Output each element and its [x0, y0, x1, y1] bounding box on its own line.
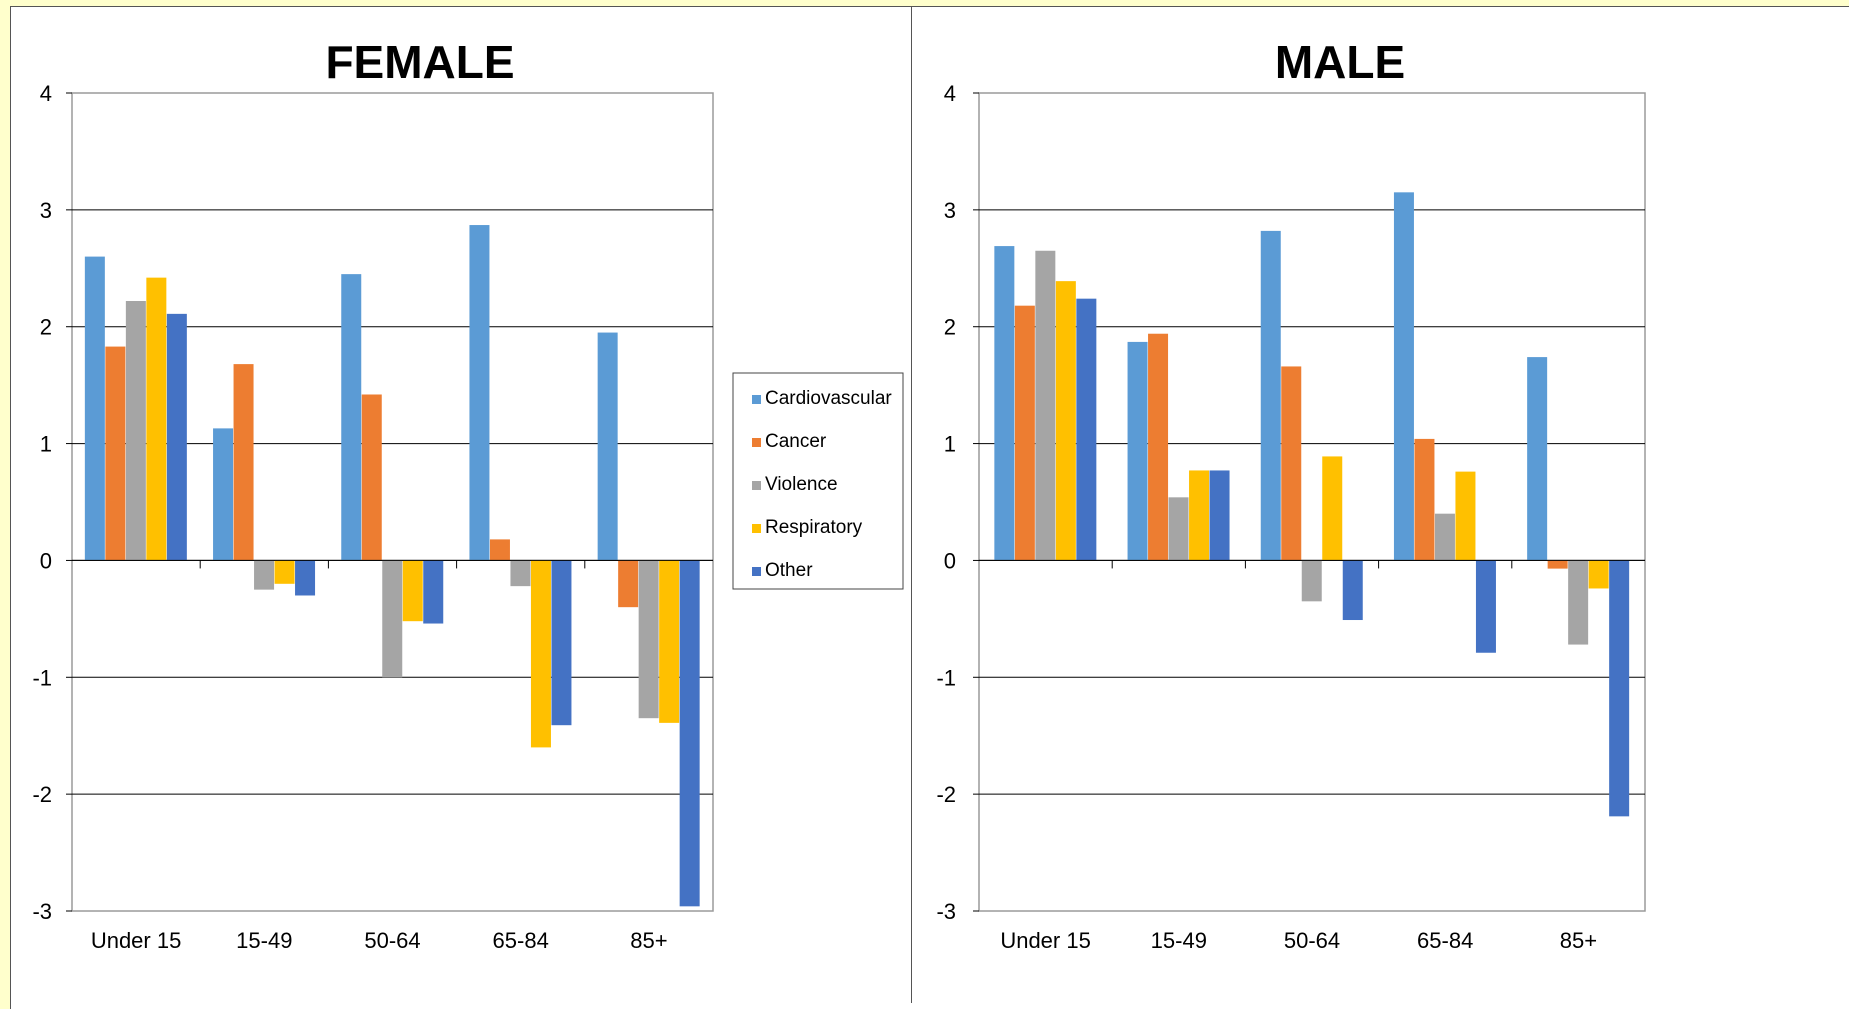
female-bar	[125, 301, 146, 561]
male-y-tick-label: 2	[944, 315, 956, 340]
male-bar	[1014, 305, 1035, 561]
female-bar	[213, 428, 234, 561]
female-category-label: Under 15	[91, 928, 182, 953]
female-bar	[233, 364, 254, 561]
male-bar	[1414, 438, 1435, 561]
male-category-label: 50-64	[1284, 928, 1340, 953]
male-bar	[1527, 357, 1548, 561]
female-y-tick-label: 2	[40, 315, 52, 340]
female-bar	[166, 313, 187, 561]
male-bar	[1588, 560, 1609, 589]
female-bar	[530, 560, 551, 748]
female-y-tick-label: -2	[32, 782, 52, 807]
legend-label: Other	[765, 560, 813, 581]
female-bar	[489, 539, 510, 561]
male-bar	[1209, 470, 1230, 561]
female-bar	[510, 560, 531, 587]
male-bar	[1342, 560, 1363, 621]
female-category-label: 65-84	[493, 928, 549, 953]
male-y-tick-label: 4	[944, 81, 956, 106]
male-bar	[1168, 497, 1189, 561]
male-category-label: Under 15	[1000, 928, 1091, 953]
male-bar	[1475, 560, 1496, 653]
male-y-tick-label: -3	[936, 899, 956, 924]
male-y-tick-label: -1	[936, 665, 956, 690]
male-y-tick-label: 1	[944, 432, 956, 457]
male-bar	[1055, 281, 1076, 561]
male-category-label: 65-84	[1417, 928, 1473, 953]
female-bar	[254, 560, 275, 590]
legend-label: Respiratory	[765, 517, 863, 538]
male-bar	[1076, 298, 1097, 561]
male-bar	[1322, 456, 1343, 561]
female-y-tick-label: 0	[40, 548, 52, 573]
male-bar	[1189, 470, 1210, 561]
male-bar	[1127, 341, 1148, 561]
male-bar	[994, 246, 1015, 561]
female-bar	[423, 560, 444, 624]
male-bar	[1434, 513, 1455, 561]
female-bar	[361, 394, 382, 561]
female-bar	[295, 560, 316, 596]
female-bar	[659, 560, 680, 723]
female-bar	[638, 560, 659, 719]
male-category-label: 15-49	[1151, 928, 1207, 953]
male-plot-area	[978, 92, 1646, 912]
legend-swatch	[752, 438, 761, 447]
female-bar	[341, 274, 362, 561]
male-chart-title: MALE	[1275, 36, 1405, 88]
male-bar	[1148, 333, 1169, 561]
female-bar	[551, 560, 572, 726]
female-category-label: 85+	[630, 928, 667, 953]
male-bar	[1281, 366, 1302, 561]
male-bar	[1393, 192, 1414, 561]
legend-label: Violence	[765, 474, 838, 495]
female-y-tick-label: -1	[32, 665, 52, 690]
female-bar	[146, 277, 167, 561]
legend-swatch	[752, 524, 761, 533]
female-bar	[402, 560, 423, 622]
legend-label: Cancer	[765, 431, 827, 452]
female-bar	[679, 560, 700, 907]
legend-swatch	[752, 395, 761, 404]
male-bar	[1547, 560, 1568, 569]
female-bar	[618, 560, 639, 608]
legend-swatch	[752, 567, 761, 576]
female-bar	[105, 346, 126, 561]
legend-label: Cardiovascular	[765, 388, 892, 409]
female-y-tick-label: 4	[40, 81, 52, 106]
female-chart-title: FEMALE	[325, 36, 514, 88]
female-bar	[84, 256, 105, 561]
female-bar	[382, 560, 403, 678]
male-category-label: 85+	[1560, 928, 1597, 953]
legend-swatch	[752, 481, 761, 490]
female-bar	[274, 560, 295, 584]
male-bar	[1609, 560, 1630, 817]
male-y-tick-label: 0	[944, 548, 956, 573]
female-y-tick-label: -3	[32, 899, 52, 924]
panel-divider	[911, 6, 912, 1003]
male-bar	[1260, 230, 1281, 561]
female-y-tick-label: 1	[40, 432, 52, 457]
female-plot-area	[71, 92, 714, 912]
female-category-label: 50-64	[364, 928, 420, 953]
female-y-tick-label: 3	[40, 198, 52, 223]
male-bar	[1568, 560, 1589, 645]
female-bar	[597, 332, 618, 561]
male-bar	[1035, 250, 1056, 561]
male-y-tick-label: 3	[944, 198, 956, 223]
male-y-tick-label: -2	[936, 782, 956, 807]
legend-box	[732, 372, 904, 590]
female-category-label: 15-49	[236, 928, 292, 953]
male-bar	[1301, 560, 1322, 602]
male-bar	[1455, 471, 1476, 561]
female-bar	[469, 225, 490, 561]
